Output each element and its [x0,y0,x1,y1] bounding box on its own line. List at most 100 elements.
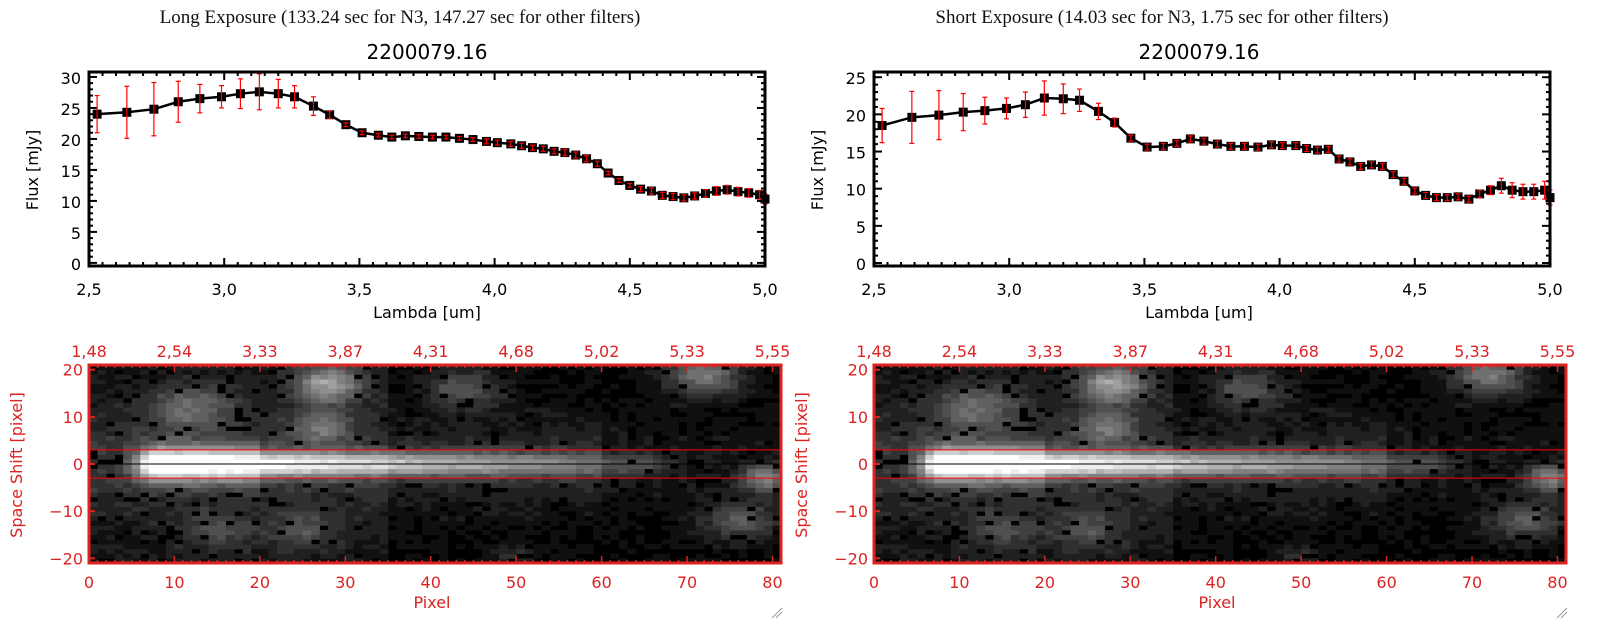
heatmap-cell [413,544,423,550]
heatmap-cell [370,402,380,408]
heatmap-cell [319,492,329,498]
heatmap-cell [490,473,500,479]
heatmap-cell [259,553,269,559]
heatmap-cell [1249,487,1259,493]
heatmap-cell [933,530,943,536]
heatmap-cell [1266,520,1276,526]
heatmap-cell [490,492,500,498]
heatmap-cell [481,530,491,536]
heatmap-cell [388,445,397,451]
heatmap-cell [721,501,731,507]
right-spectrum-xlabel: Lambda [um] [1145,303,1253,322]
error-bar [562,148,568,157]
heatmap-cell [558,445,568,451]
heatmap-cell [1429,492,1439,498]
heatmap-cell [481,515,491,521]
heatmap-cell [268,407,278,413]
heatmap-cell [396,398,406,404]
error-bar [483,138,489,145]
heatmap-cell [294,449,303,455]
heatmap-cell [1523,515,1533,521]
heatmap-cell [1079,544,1088,550]
heatmap-cell [1190,515,1200,521]
heatmap-cell [1446,558,1456,564]
heatmap-cell [704,365,714,371]
heatmap-cell [464,445,474,451]
heatmap-cell [268,379,278,385]
heatmap-cell [1284,539,1294,545]
x-tick-label: 3,5 [347,280,372,299]
heatmap-cell [439,492,449,498]
heatmap-cell [456,379,466,385]
heatmap-cell [123,553,133,559]
error-bar [519,142,525,149]
heatmap-cell [131,464,141,470]
heatmap-cell [601,520,611,526]
heatmap-cell [165,553,175,559]
heatmap-cell [635,412,645,418]
heatmap-cell [1266,511,1276,517]
heatmap-cell [182,369,192,375]
heatmap-cell [370,525,380,531]
heatmap-cell [1036,478,1046,484]
heatmap-cell [200,468,210,474]
heatmap-cell [413,464,423,470]
heatmap-cell [157,482,167,488]
heatmap-cell [575,459,585,465]
heatmap-cell [464,379,474,385]
heatmap-cell [242,464,252,470]
heatmap-cell [234,544,244,550]
heatmap-cell [516,473,526,479]
heatmap-cell [933,492,943,498]
heatmap-cell [1352,520,1362,526]
heatmap-cell [242,548,252,554]
heatmap-cell [276,369,286,375]
heatmap-cell [430,454,440,460]
heatmap-cell [687,407,696,413]
heatmap-cell [575,544,585,550]
heatmap-cell [1164,530,1174,536]
heatmap-cell [362,487,372,493]
heatmap-cell [976,497,986,503]
heatmap-cell [422,398,432,404]
heatmap-cell [106,369,116,375]
heatmap-cell [1027,539,1037,545]
heatmap-cell [447,525,457,531]
heatmap-cell [627,487,637,493]
heatmap-cell [644,431,654,437]
heatmap-cell [1215,478,1225,484]
heatmap-cell [1241,482,1251,488]
heatmap-cell [447,478,457,484]
heatmap-cell [1113,511,1123,517]
heatmap-cell [157,398,167,404]
heatmap-cell [268,388,278,394]
heatmap-cell [182,449,192,455]
heatmap-cell [1079,553,1088,559]
heatmap-cell [635,435,645,441]
heatmap-cell [328,553,338,559]
heatmap-cell [925,520,935,526]
heatmap-cell [601,506,611,512]
heatmap-cell [678,525,688,531]
heatmap-cell [319,548,329,554]
heatmap-cell [1002,525,1012,531]
heatmap-cell [370,365,380,371]
heatmap-cell [1309,515,1319,521]
heatmap-cell [285,379,295,385]
heatmap-cell [140,482,150,488]
heatmap-cell [721,388,731,394]
heatmap-cell [967,497,977,503]
heatmap-cell [652,487,662,493]
heatmap-cell [601,416,611,422]
heatmap-cell [131,383,141,389]
heatmap-cell [276,421,286,427]
heatmap-cell [388,426,397,432]
heatmap-cell [687,473,696,479]
heatmap-cell [1113,501,1123,507]
heatmap-cell [388,454,397,460]
heatmap-cell [661,482,671,488]
heatmap-cell [601,388,611,394]
heatmap-cell [1207,501,1217,507]
heatmap-cell [174,497,184,503]
heatmap-cell [1027,497,1037,503]
